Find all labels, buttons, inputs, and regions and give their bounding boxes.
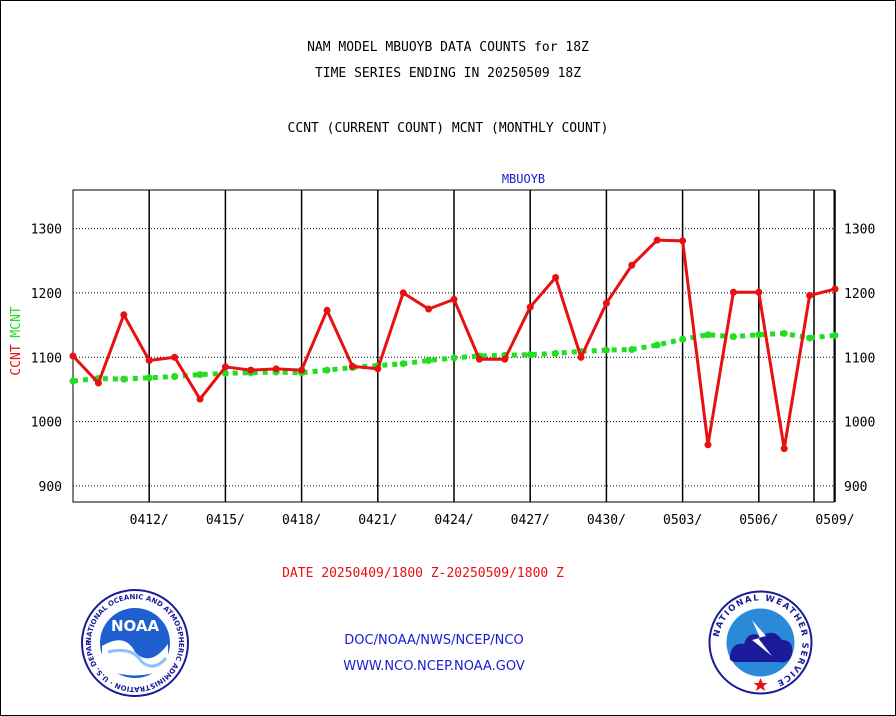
y-tick-label-right: 1100	[844, 351, 875, 366]
data-point-ccnt	[552, 273, 560, 281]
data-point-ccnt	[348, 362, 356, 370]
data-point-mcnt	[399, 360, 407, 368]
data-point-ccnt	[475, 355, 483, 363]
x-tick-label: 0430/	[587, 513, 626, 528]
data-point-mcnt	[602, 346, 610, 354]
data-point-ccnt	[602, 299, 610, 307]
data-point-ccnt	[69, 352, 77, 360]
data-point-mcnt	[526, 351, 534, 359]
x-tick-label: 0418/	[282, 513, 321, 528]
data-point-mcnt	[653, 341, 661, 349]
data-point-mcnt	[196, 371, 204, 379]
data-point-ccnt	[247, 366, 255, 374]
y-axis-label-mcnt: MCNT	[9, 306, 24, 337]
data-point-ccnt	[323, 306, 331, 314]
org-line: DOC/NOAA/NWS/NCEP/NCO	[344, 633, 524, 648]
data-point-ccnt	[653, 236, 661, 244]
data-point-mcnt	[425, 356, 433, 364]
data-point-mcnt	[171, 373, 179, 381]
data-point-mcnt	[323, 366, 331, 374]
x-tick-label: 0503/	[663, 513, 702, 528]
x-tick-label: 0509/	[815, 513, 854, 528]
legend-description: CCNT (CURRENT COUNT) MCNT (MONTHLY COUNT…	[287, 121, 609, 136]
noaa-logo-icon: NATIONAL OCEANIC AND ATMOSPHERIC ADMINIS…	[80, 588, 189, 697]
data-point-ccnt	[780, 445, 788, 453]
noaa-logo-text: NOAA	[111, 617, 160, 635]
data-point-ccnt	[374, 365, 382, 373]
data-point-mcnt	[679, 335, 687, 343]
data-point-mcnt	[145, 374, 153, 382]
data-point-ccnt	[298, 366, 306, 374]
y-tick-label-left: 1300	[31, 223, 62, 238]
y-tick-label-right: 1200	[844, 287, 875, 302]
x-tick-label: 0424/	[434, 513, 473, 528]
data-point-ccnt	[755, 288, 763, 296]
data-point-ccnt	[272, 365, 280, 373]
data-point-ccnt	[806, 292, 814, 300]
y-tick-label-right: 900	[844, 480, 867, 495]
data-point-ccnt	[171, 353, 179, 361]
data-point-ccnt	[704, 441, 712, 449]
data-point-mcnt	[450, 354, 458, 362]
y-tick-label-left: 1000	[31, 416, 62, 431]
x-tick-label: 0506/	[739, 513, 778, 528]
data-point-ccnt	[196, 395, 204, 403]
data-point-ccnt	[425, 305, 433, 313]
data-point-ccnt	[450, 295, 458, 303]
data-point-ccnt	[221, 363, 229, 371]
data-point-ccnt	[831, 285, 839, 293]
data-point-mcnt	[221, 369, 229, 377]
data-point-mcnt	[120, 375, 128, 383]
data-point-mcnt	[729, 333, 737, 341]
y-axis-label-ccnt: CCNT	[9, 344, 24, 375]
data-point-mcnt	[69, 377, 77, 385]
y-tick-label-right: 1300	[844, 223, 875, 238]
data-point-ccnt	[729, 288, 737, 296]
nws-logo-icon: NATIONAL WEATHER SERVICE	[708, 590, 813, 695]
data-point-mcnt	[755, 331, 763, 339]
plot-title: MBUOYB	[502, 172, 545, 186]
y-tick-label-left: 900	[39, 480, 62, 495]
y-tick-label-left: 1100	[31, 351, 62, 366]
data-point-ccnt	[679, 237, 687, 245]
x-tick-label: 0421/	[358, 513, 397, 528]
data-point-ccnt	[120, 311, 128, 319]
data-point-mcnt	[831, 331, 839, 339]
y-tick-label-right: 1000	[844, 416, 875, 431]
data-point-mcnt	[552, 349, 560, 357]
data-point-mcnt	[806, 334, 814, 342]
data-point-mcnt	[704, 331, 712, 339]
data-point-mcnt	[628, 346, 636, 354]
date-range: DATE 20250409/1800 Z-20250509/1800 Z	[282, 566, 564, 581]
url-line: WWW.NCO.NCEP.NOAA.GOV	[343, 659, 525, 674]
data-point-ccnt	[399, 289, 407, 297]
data-point-ccnt	[628, 261, 636, 269]
x-tick-label: 0427/	[511, 513, 550, 528]
data-point-ccnt	[94, 379, 102, 387]
data-point-ccnt	[526, 303, 534, 311]
data-point-ccnt	[145, 356, 153, 364]
figure-title: NAM MODEL MBUOYB DATA COUNTS for 18Z	[307, 40, 589, 55]
data-point-mcnt	[780, 329, 788, 337]
figure-subtitle: TIME SERIES ENDING IN 20250509 18Z	[314, 66, 582, 81]
x-tick-label: 0412/	[130, 513, 169, 528]
data-point-ccnt	[577, 353, 585, 361]
data-point-ccnt	[501, 355, 509, 363]
x-tick-label: 0415/	[206, 513, 245, 528]
y-tick-label-left: 1200	[31, 287, 62, 302]
